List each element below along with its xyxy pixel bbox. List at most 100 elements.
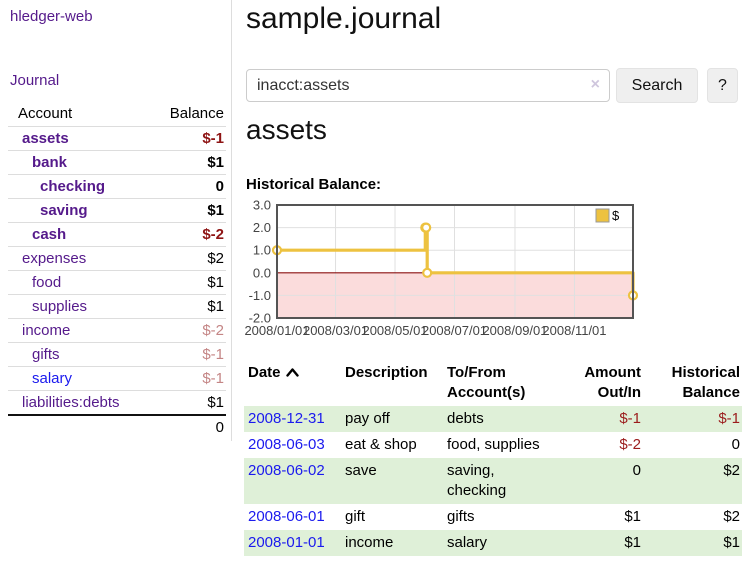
x-tick-label: 2008/09/01 xyxy=(482,323,547,338)
legend-swatch xyxy=(595,208,610,223)
data-point-marker xyxy=(421,222,432,233)
account-balance: $1 xyxy=(145,390,226,415)
register-col-description: Description xyxy=(345,364,428,381)
transaction-date-link[interactable]: 2008-01-01 xyxy=(248,534,325,551)
account-balance: $1 xyxy=(145,294,226,319)
register-row: 2008-06-03 eat & shop food, supplies $-2… xyxy=(244,432,742,458)
account-balance: $-1 xyxy=(145,342,226,367)
sidebar-account-link[interactable]: bank xyxy=(32,154,68,171)
transaction-date-link[interactable]: 2008-12-31 xyxy=(248,410,325,427)
x-tick-label: 2008/11/01 xyxy=(542,323,606,338)
register-row: 2008-06-02 save saving, checking 0 $2 xyxy=(244,458,742,504)
transaction-balance: $1 xyxy=(723,534,740,551)
y-tick-label: -1.0 xyxy=(249,288,271,303)
transaction-accounts: saving, checking xyxy=(447,462,507,499)
transaction-date-link[interactable]: 2008-06-03 xyxy=(248,436,325,453)
transaction-balance: 0 xyxy=(731,436,740,453)
sidebar-account-link[interactable]: gifts xyxy=(32,346,60,363)
register-col-date[interactable]: Date xyxy=(244,360,341,406)
transaction-amount: 0 xyxy=(632,462,641,479)
search-button[interactable]: Search xyxy=(616,68,698,103)
transaction-description: income xyxy=(345,534,394,551)
account-row: expenses $2 xyxy=(8,246,226,271)
transaction-description: gift xyxy=(345,508,366,525)
transaction-date-link[interactable]: 2008-06-02 xyxy=(248,462,325,479)
main-content: sample.journal × Search ? assets Histori… xyxy=(244,0,742,582)
transaction-accounts: salary xyxy=(447,534,488,551)
clear-search-icon[interactable]: × xyxy=(590,76,600,93)
sidebar: hledger-web Journal Account Balance asse… xyxy=(0,0,232,441)
x-tick-label: 2008/05/01 xyxy=(362,323,427,338)
account-balance: $-1 xyxy=(145,366,226,391)
accounts-table: Account Balance assets $-1 bank $1 check… xyxy=(8,101,226,439)
sidebar-account-link[interactable]: expenses xyxy=(22,250,87,267)
x-tick-label: 2008/07/01 xyxy=(422,323,487,338)
transaction-balance: $2 xyxy=(723,462,740,479)
account-row: income $-2 xyxy=(8,318,226,343)
account-row: bank $1 xyxy=(8,150,226,175)
transaction-date-link[interactable]: 2008-06-01 xyxy=(248,508,325,525)
y-tick-label: 0.0 xyxy=(253,265,271,280)
sidebar-account-link[interactable]: checking xyxy=(40,178,106,195)
x-tick-label: 2008/01/01 xyxy=(244,323,309,338)
register-col-amount: Amount Out/In xyxy=(584,364,641,401)
transaction-accounts: food, supplies xyxy=(447,436,540,453)
transaction-accounts: debts xyxy=(447,410,484,427)
sidebar-account-link[interactable]: saving xyxy=(40,202,88,219)
legend-label: $ xyxy=(612,208,620,223)
register-row: 2008-12-31 pay off debts $-1 $-1 xyxy=(244,406,742,432)
y-tick-label: 2.0 xyxy=(253,220,271,235)
account-heading: assets xyxy=(246,114,327,145)
account-row: supplies $1 xyxy=(8,294,226,319)
account-balance: $1 xyxy=(145,270,226,295)
sort-ascending-icon xyxy=(285,363,299,383)
sidebar-account-link[interactable]: salary xyxy=(32,370,73,387)
account-row: gifts $-1 xyxy=(8,342,226,367)
sidebar-account-link[interactable]: supplies xyxy=(32,298,88,315)
account-balance: $-2 xyxy=(145,318,226,343)
sidebar-account-link[interactable]: food xyxy=(32,274,62,291)
register-col-accounts: To/From Account(s) xyxy=(447,364,526,401)
account-row: checking 0 xyxy=(8,174,226,199)
accounts-total-row: 0 xyxy=(8,414,226,439)
search-input[interactable] xyxy=(246,69,610,102)
account-balance: $1 xyxy=(145,150,226,175)
historical-balance-chart: $3.0 2.0 1.0 0.0 -1.0 -2.02008/01/012008/03/0… xyxy=(244,198,639,338)
register-row: 2008-01-01 income salary $1 $1 xyxy=(244,530,742,556)
register-col-balance: Historical Balance xyxy=(671,364,740,401)
help-button[interactable]: ? xyxy=(707,68,738,103)
account-balance: $1 xyxy=(145,198,226,223)
app-brand-link[interactable]: hledger-web xyxy=(10,8,93,25)
transaction-amount: $-1 xyxy=(619,410,641,427)
data-point-marker xyxy=(422,267,433,278)
x-tick-label: 2008/03/01 xyxy=(303,323,368,338)
transaction-amount: $-2 xyxy=(619,436,641,453)
account-balance: 0 xyxy=(145,174,226,199)
accounts-col-account: Account xyxy=(8,101,146,127)
sidebar-item-journal[interactable]: Journal xyxy=(10,72,60,89)
sidebar-account-link[interactable]: assets xyxy=(22,130,69,147)
account-row: cash $-2 xyxy=(8,222,226,247)
transaction-description: eat & shop xyxy=(345,436,417,453)
register-row: 2008-06-01 gift gifts $1 $2 xyxy=(244,504,742,530)
account-balance: $-2 xyxy=(145,222,226,247)
accounts-header-row: Account Balance xyxy=(8,101,226,127)
page-title: sample.journal xyxy=(246,2,442,35)
sidebar-account-link[interactable]: income xyxy=(22,322,71,339)
account-balance: $2 xyxy=(145,246,226,271)
transaction-balance: $-1 xyxy=(718,410,740,427)
accounts-col-balance: Balance xyxy=(145,101,226,127)
account-row: assets $-1 xyxy=(8,126,226,151)
chart-border xyxy=(276,204,634,319)
transaction-balance: $2 xyxy=(723,508,740,525)
sidebar-account-link[interactable]: liabilities:debts xyxy=(22,394,120,411)
account-balance: $-1 xyxy=(145,126,226,151)
register-table: Date Description To/From Account(s) Amou… xyxy=(244,360,742,556)
account-row: liabilities:debts $1 xyxy=(8,390,226,415)
y-tick-label: 3.0 xyxy=(253,198,271,213)
y-tick-label: 1.0 xyxy=(253,243,271,258)
account-row: saving $1 xyxy=(8,198,226,223)
sidebar-account-link[interactable]: cash xyxy=(32,226,67,243)
transaction-description: save xyxy=(345,462,377,479)
account-row: food $1 xyxy=(8,270,226,295)
